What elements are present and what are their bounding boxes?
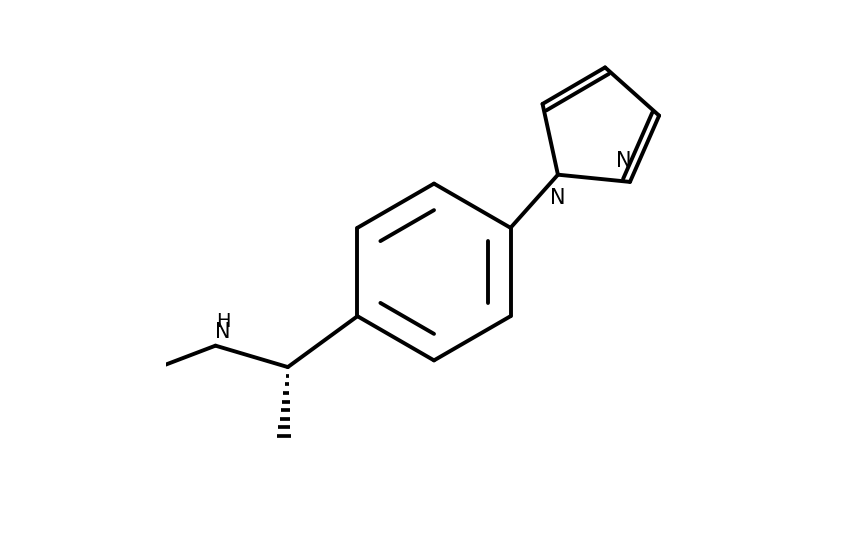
Text: N: N <box>615 151 631 171</box>
Text: H: H <box>216 312 230 331</box>
Text: N: N <box>550 188 566 208</box>
Text: N: N <box>215 323 231 342</box>
